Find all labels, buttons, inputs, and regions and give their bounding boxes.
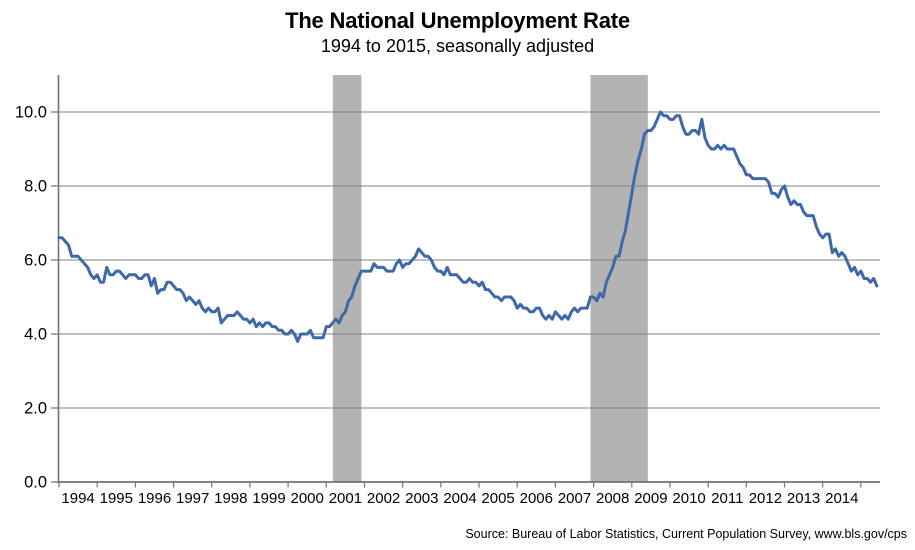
chart-subtitle: 1994 to 2015, seasonally adjusted [320, 36, 595, 56]
chart-title: The National Unemployment Rate [285, 8, 630, 33]
y-tick-label: 6.0 [24, 252, 47, 270]
x-tick-label: 1999 [252, 490, 285, 507]
unemployment-line [57, 110, 879, 343]
y-tick-label: 0.0 [24, 474, 47, 492]
x-tick-label: 2005 [481, 490, 514, 507]
y-tick-label: 8.0 [24, 178, 47, 196]
x-tick-label: 2002 [367, 490, 400, 507]
x-tick-label: 1994 [61, 490, 94, 507]
y-tick-label: 10.0 [15, 104, 47, 122]
x-tick-label: 2012 [749, 490, 782, 507]
x-tick-label: 2009 [634, 490, 667, 507]
x-tick-label: 2007 [558, 490, 591, 507]
recession-band [590, 75, 648, 482]
y-tick-label: 2.0 [24, 400, 47, 418]
x-tick-label: 2006 [520, 490, 553, 507]
x-tick-label: 2000 [291, 490, 324, 507]
x-tick-label: 2014 [825, 490, 858, 507]
x-tick-label: 1996 [138, 490, 171, 507]
x-tick-label: 2011 [711, 490, 743, 507]
x-tick-label: 1997 [176, 490, 209, 507]
x-tick-label: 2010 [672, 490, 705, 507]
x-tick-label: 2013 [787, 490, 820, 507]
x-tick-label: 2004 [443, 490, 476, 507]
x-tick-label: 1995 [100, 490, 133, 507]
x-tick-label: 2008 [596, 490, 629, 507]
x-tick-label: 2003 [405, 490, 438, 507]
y-tick-label: 4.0 [24, 326, 47, 344]
x-tick-label: 2001 [329, 490, 362, 507]
x-tick-label: 1998 [214, 490, 247, 507]
source-note: Source: Bureau of Labor Statistics, Curr… [465, 527, 907, 541]
